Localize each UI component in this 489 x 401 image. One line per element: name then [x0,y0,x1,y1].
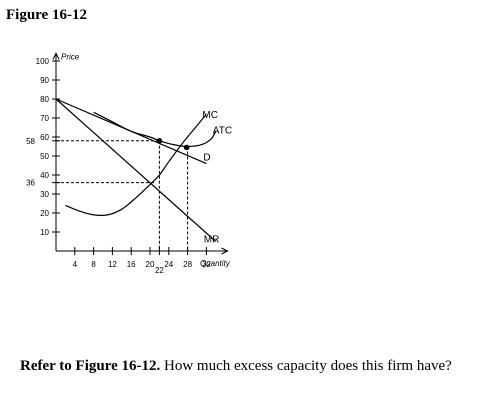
curve-atc [93,111,217,148]
x-tick-label: 28 [183,260,192,269]
y-tick-label: 10 [40,228,49,237]
x-axis-title: Quantity [200,259,231,268]
x-tick-label: 12 [108,260,117,269]
question-text: Refer to Figure 16-12. How much excess c… [20,358,452,375]
monopolistic-competition-chart: 10 20 30 40 50 60 70 80 90 100 58 36 4 8 12 16 20 24 28 32 2… [26,52,232,275]
curve-mc [65,113,207,217]
y-axis-arrow [52,52,60,60]
y-tick-label: 50 [40,152,49,161]
y-tick-label: 90 [40,76,49,85]
curve-label-d: D [203,153,210,164]
y-axis-title: Price [61,52,80,61]
y-tick-label: 60 [40,133,49,142]
y-tick-label: 100 [36,57,50,66]
chart-labels: 10 20 30 40 50 60 70 80 90 100 58 36 4 8 12 16 20 24 28 32 2… [26,52,232,275]
y-tick-label: 80 [40,95,49,104]
figure-title: Figure 16-12 [6,7,87,23]
x-tick-label: 32 [202,260,211,269]
y-extra-label: 58 [26,137,35,146]
equilibrium-point [156,138,163,144]
x-axis-arrow [221,247,229,255]
highlight-points [156,138,190,151]
x-tick-label: 24 [164,260,173,269]
x-tick-label: 20 [146,260,155,269]
curve-mr [55,98,217,242]
y-tick-label: 40 [40,171,49,180]
chart-axes [52,52,229,255]
dashed-guides [56,140,189,251]
y-tick-label: 20 [40,209,49,218]
equilibrium-point [183,144,190,151]
x-extra-label: 22 [155,266,164,275]
y-extra-label: 36 [26,179,35,188]
x-tick-label: 8 [91,260,96,269]
y-tick-label: 70 [40,114,49,123]
curve-label-mc: MC [202,110,218,121]
question-prefix: Refer to Figure 16-12. [20,358,161,374]
x-tick-label: 4 [73,260,78,269]
curves [55,98,217,242]
question-body: How much excess capacity does this firm … [160,358,452,374]
x-tick-label: 16 [127,260,136,269]
curve-label-atc: ATC [213,125,232,136]
curve-label-mr: MR [204,235,220,246]
y-tick-label: 30 [40,190,49,199]
